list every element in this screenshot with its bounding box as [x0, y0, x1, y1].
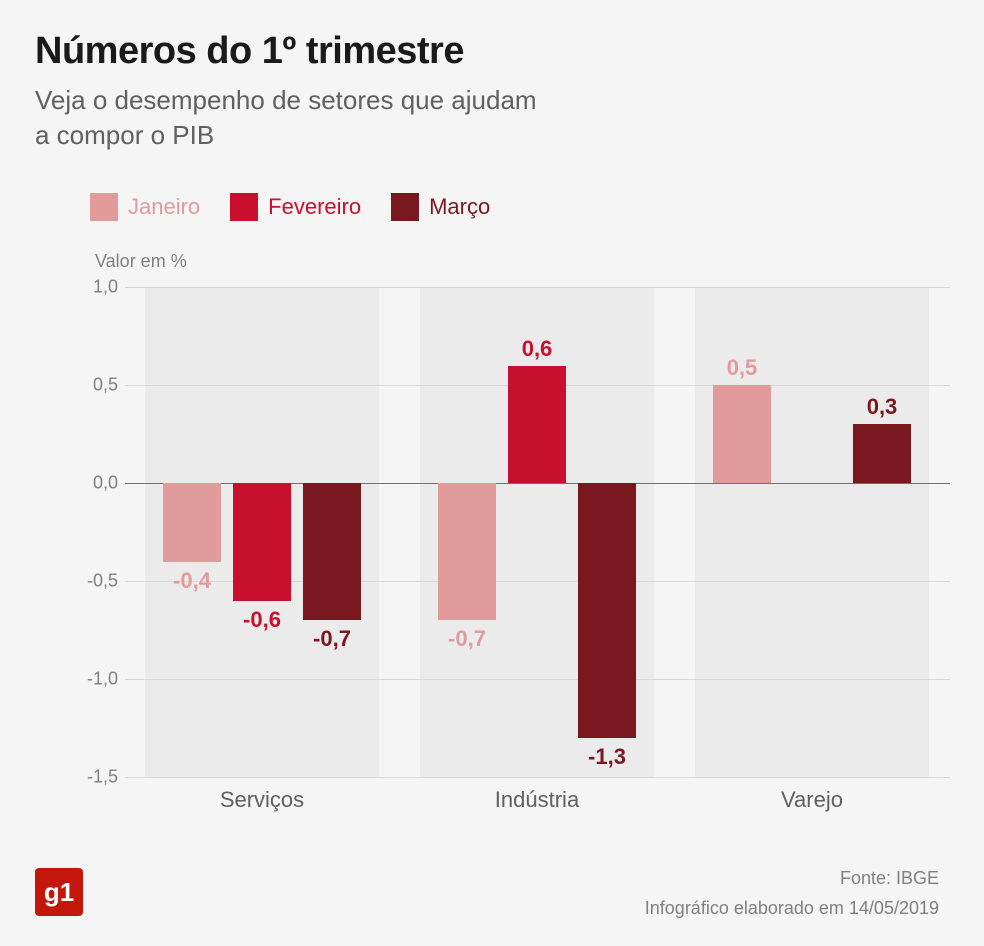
bar-value-label: -1,3: [572, 744, 642, 770]
y-tick-label: -1,0: [70, 669, 118, 690]
y-tick-label: -1,5: [70, 767, 118, 788]
g1-logo: g1: [35, 868, 83, 916]
legend-item: Março: [391, 193, 490, 221]
bar: [163, 483, 221, 561]
category-label: Varejo: [712, 787, 912, 813]
source-label: Fonte: IBGE: [645, 863, 939, 894]
subtitle-line-1: Veja o desempenho de setores que ajudam: [35, 85, 537, 115]
bar-value-label: 0,6: [502, 336, 572, 362]
category-label: Serviços: [162, 787, 362, 813]
legend-label: Fevereiro: [268, 194, 361, 220]
legend-swatch: [391, 193, 419, 221]
category-label: Indústria: [437, 787, 637, 813]
gridline: [125, 679, 950, 680]
gridline: [125, 287, 950, 288]
legend-swatch: [230, 193, 258, 221]
bar-value-label: -0,4: [157, 568, 227, 594]
legend-label: Março: [429, 194, 490, 220]
plot-area: -0,4-0,6-0,7Serviços-0,70,6-1,3Indústria…: [125, 287, 950, 777]
page-subtitle: Veja o desempenho de setores que ajudam …: [35, 83, 949, 153]
bar-value-label: 0,5: [707, 355, 777, 381]
bar: [853, 424, 911, 483]
bar-value-label: -0,7: [432, 626, 502, 652]
chart: -1,5-1,0-0,50,00,51,0 -0,4-0,6-0,7Serviç…: [70, 287, 950, 807]
bar: [233, 483, 291, 601]
bar-value-label: -0,7: [297, 626, 367, 652]
y-tick-label: 0,5: [70, 375, 118, 396]
legend-item: Janeiro: [90, 193, 200, 221]
date-label: Infográfico elaborado em 14/05/2019: [645, 893, 939, 924]
bar: [578, 483, 636, 738]
y-tick-label: 0,0: [70, 473, 118, 494]
y-tick-label: -0,5: [70, 571, 118, 592]
bar: [713, 385, 771, 483]
subtitle-line-2: a compor o PIB: [35, 120, 214, 150]
y-tick-label: 1,0: [70, 277, 118, 298]
legend: Janeiro Fevereiro Março: [90, 193, 949, 221]
legend-swatch: [90, 193, 118, 221]
bar: [508, 366, 566, 484]
bar: [438, 483, 496, 620]
legend-label: Janeiro: [128, 194, 200, 220]
y-axis-unit-label: Valor em %: [95, 251, 949, 272]
footer: Fonte: IBGE Infográfico elaborado em 14/…: [645, 863, 939, 924]
bar-value-label: -0,6: [227, 607, 297, 633]
gridline: [125, 777, 950, 778]
bar-value-label: 0,3: [847, 394, 917, 420]
legend-item: Fevereiro: [230, 193, 361, 221]
page-title: Números do 1º trimestre: [35, 30, 949, 73]
bar: [303, 483, 361, 620]
